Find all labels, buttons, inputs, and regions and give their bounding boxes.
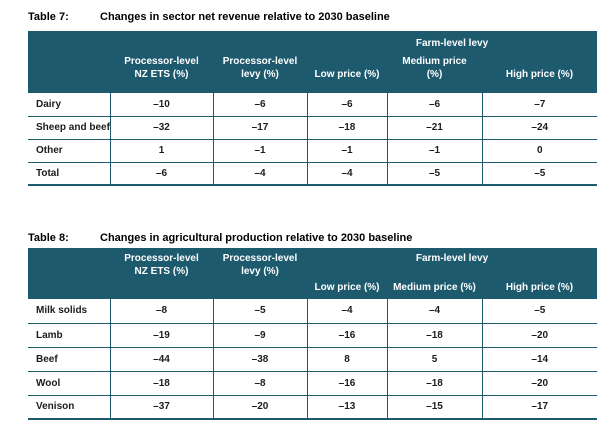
corner-cell <box>28 31 110 93</box>
table-cell: –19 <box>109 323 213 348</box>
corner-cell <box>28 248 110 299</box>
table-8-section: Table 8: Changes in agricultural product… <box>0 231 609 420</box>
table-cell: 1 <box>109 139 213 163</box>
table-cell: –4 <box>212 162 307 186</box>
row-label: Lamb <box>28 323 110 348</box>
table-cell: –18 <box>386 371 482 396</box>
table-cell: –37 <box>109 395 213 420</box>
table-cell: –20 <box>481 323 597 348</box>
table-cell: –8 <box>212 371 307 396</box>
table-cell: –5 <box>386 162 482 186</box>
table-cell: –18 <box>109 371 213 396</box>
table-7-body: Dairy –10 –6 –6 –6 –7 Sheep and beef –32… <box>28 93 597 186</box>
table-row-beef: Beef –44 –38 8 5 –14 <box>28 347 597 372</box>
table-7: Processor-level NZ ETS (%) Processor-lev… <box>28 31 597 186</box>
table-cell: –38 <box>212 347 307 372</box>
table-cell: –32 <box>109 116 213 140</box>
table-7-caption-label: Table 7: <box>28 11 69 23</box>
table-cell: –6 <box>109 162 213 186</box>
table-cell: –14 <box>481 347 597 372</box>
table-cell: –4 <box>306 299 387 324</box>
table-cell: –21 <box>386 116 482 140</box>
table-cell: –5 <box>212 299 307 324</box>
table-cell: 0 <box>481 139 597 163</box>
table-cell: –13 <box>306 395 387 420</box>
table-cell: –1 <box>306 139 387 163</box>
row-label: Sheep and beef <box>28 116 110 140</box>
column-header-high-price: High price (%) <box>482 268 597 299</box>
table-cell: –18 <box>306 116 387 140</box>
row-label: Venison <box>28 395 110 420</box>
column-header-processor-levy: Processor-level levy (%) <box>213 31 307 93</box>
table-cell: –10 <box>109 93 213 117</box>
row-label: Wool <box>28 371 110 396</box>
table-row-venison: Venison –37 –20 –13 –15 –17 <box>28 395 597 420</box>
table-cell: –1 <box>212 139 307 163</box>
table-cell: –5 <box>481 299 597 324</box>
column-header-processor-levy: Processor-level levy (%) <box>213 248 307 299</box>
table-row-wool: Wool –18 –8 –16 –18 –20 <box>28 371 597 396</box>
row-label: Beef <box>28 347 110 372</box>
table-7-section: Table 7: Changes in sector net revenue r… <box>0 10 609 186</box>
table-cell: –4 <box>306 162 387 186</box>
table-cell: –44 <box>109 347 213 372</box>
table-cell: 8 <box>306 347 387 372</box>
table-cell: –9 <box>212 323 307 348</box>
table-row-dairy: Dairy –10 –6 –6 –6 –7 <box>28 93 597 117</box>
table-cell: –6 <box>306 93 387 117</box>
table-cell: –20 <box>481 371 597 396</box>
column-header-processor-nz-ets: Processor-level NZ ETS (%) <box>110 31 213 93</box>
column-header-high-price: High price (%) <box>482 53 597 93</box>
row-label: Total <box>28 162 110 186</box>
column-header-low-price: Low price (%) <box>307 268 387 299</box>
table-cell: –4 <box>386 299 482 324</box>
table-cell: –18 <box>386 323 482 348</box>
column-header-processor-nz-ets: Processor-level NZ ETS (%) <box>110 248 213 299</box>
group-header-farm-level-levy: Farm-level levy <box>307 31 597 53</box>
table-cell: –17 <box>212 116 307 140</box>
table-7-caption-title: Changes in sector net revenue relative t… <box>100 11 390 23</box>
table-cell: –16 <box>306 323 387 348</box>
row-label: Other <box>28 139 110 163</box>
table-8-caption: Table 8: Changes in agricultural product… <box>0 231 609 245</box>
table-7-caption: Table 7: Changes in sector net revenue r… <box>0 10 609 24</box>
table-cell: –7 <box>481 93 597 117</box>
table-7-header: Processor-level NZ ETS (%) Processor-lev… <box>28 31 597 93</box>
row-label: Milk solids <box>28 299 110 324</box>
table-cell: –24 <box>481 116 597 140</box>
table-cell: –17 <box>481 395 597 420</box>
row-label: Dairy <box>28 93 110 117</box>
table-row-sheep-and-beef: Sheep and beef –32 –17 –18 –21 –24 <box>28 116 597 140</box>
column-header-medium-price: Medium price (%) <box>387 53 482 93</box>
table-row-lamb: Lamb –19 –9 –16 –18 –20 <box>28 323 597 348</box>
table-row-milk-solids: Milk solids –8 –5 –4 –4 –5 <box>28 299 597 324</box>
table-cell: –6 <box>212 93 307 117</box>
table-cell: –8 <box>109 299 213 324</box>
table-cell: –15 <box>386 395 482 420</box>
table-cell: –20 <box>212 395 307 420</box>
table-cell: –6 <box>386 93 482 117</box>
table-8-body: Milk solids –8 –5 –4 –4 –5 Lamb –19 –9 –… <box>28 299 597 420</box>
table-8-header: Processor-level NZ ETS (%) Processor-lev… <box>28 248 597 299</box>
table-cell: –1 <box>386 139 482 163</box>
table-cell: –5 <box>481 162 597 186</box>
table-8-caption-label: Table 8: <box>28 232 69 244</box>
table-8-caption-title: Changes in agricultural production relat… <box>100 232 413 244</box>
table-row-total: Total –6 –4 –4 –5 –5 <box>28 162 597 186</box>
table-cell: –16 <box>306 371 387 396</box>
table-8: Processor-level NZ ETS (%) Processor-lev… <box>28 248 597 420</box>
table-cell: 5 <box>386 347 482 372</box>
group-header-farm-level-levy: Farm-level levy <box>307 248 597 268</box>
column-header-medium-price: Medium price (%) <box>387 268 482 299</box>
table-row-other: Other 1 –1 –1 –1 0 <box>28 139 597 163</box>
column-header-low-price: Low price (%) <box>307 53 387 93</box>
